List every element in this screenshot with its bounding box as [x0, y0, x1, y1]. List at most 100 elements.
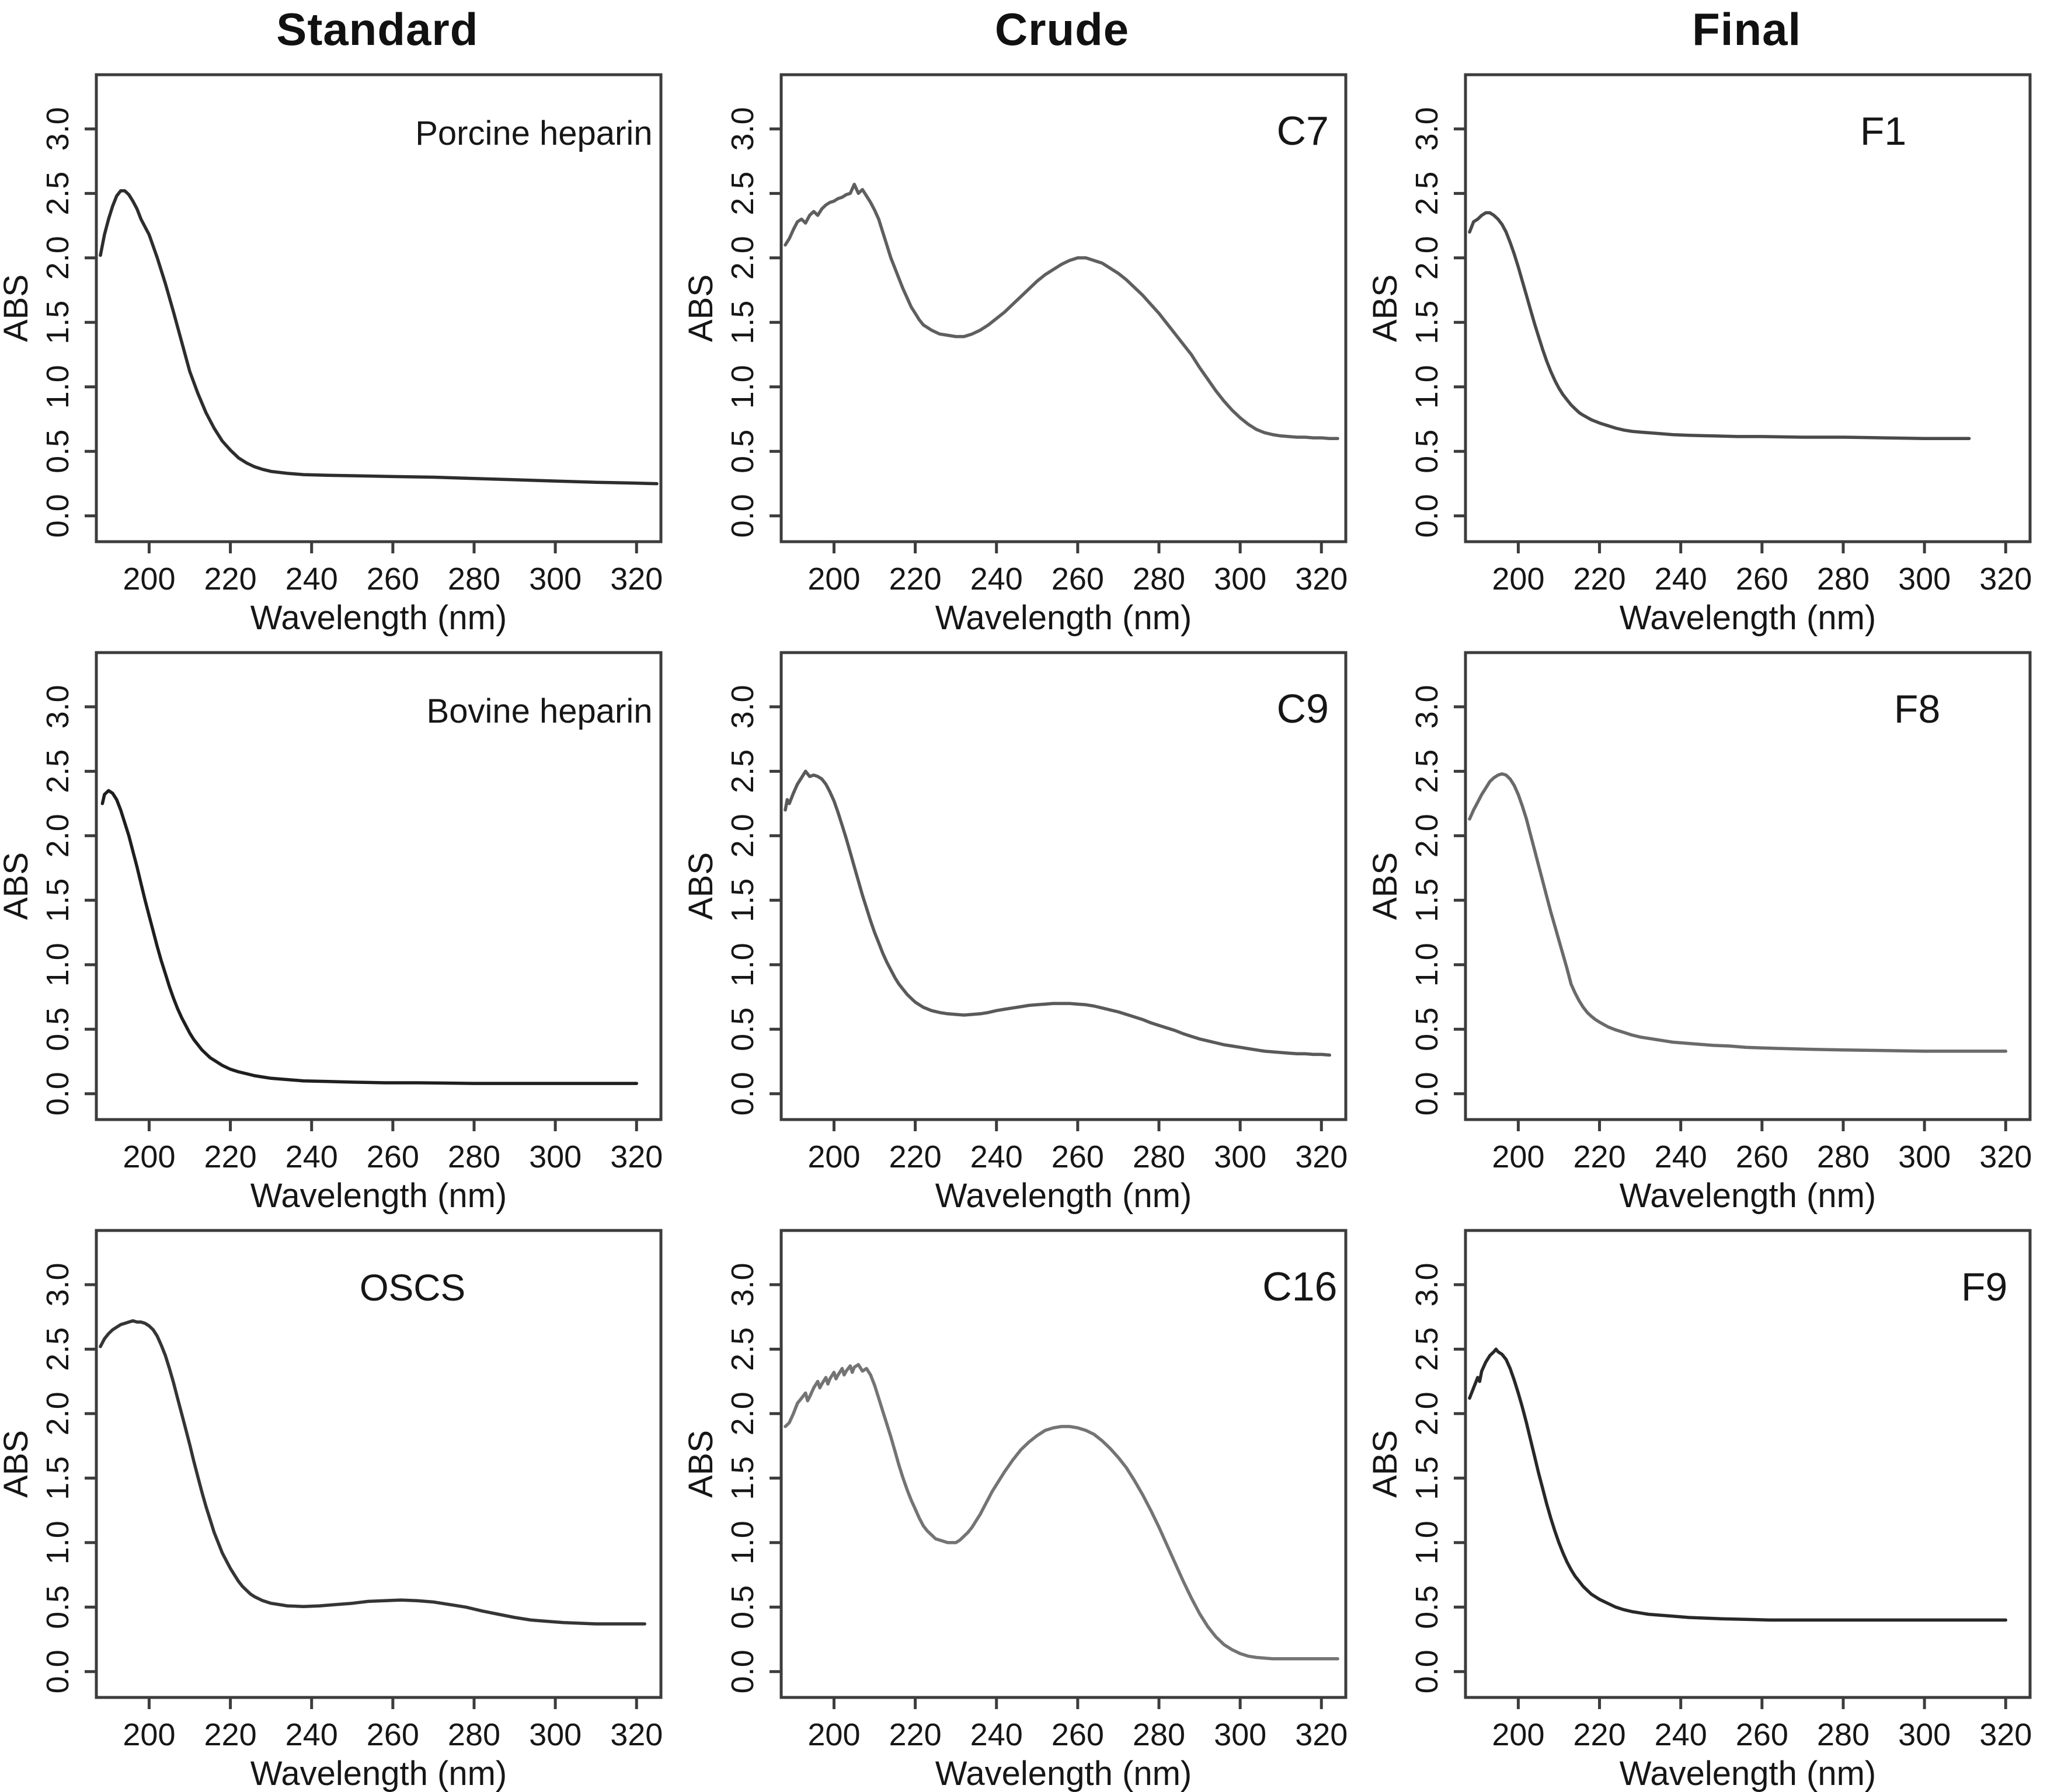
plot-svg: 200 220 240 260 280 300 320 0.0 0.5 1.0 1.5 2.0 2.5 3… [0, 1229, 663, 1792]
x-axis-label: Wavelength (nm) [250, 599, 507, 636]
y-tick-label: 2.0 [725, 236, 760, 280]
plot-border [779, 651, 1348, 1121]
y-tick-label: 1.5 [40, 1456, 75, 1500]
y-tick-label: 3.0 [725, 107, 760, 151]
plot-svg: 200 220 240 260 280 300 320 0.0 0.5 1.0 1.5 2.0 2.5 3… [685, 1229, 1348, 1792]
y-tick-label: 0.5 [40, 1007, 75, 1051]
x-axis-label: Wavelength (nm) [935, 1755, 1191, 1792]
plot-border [95, 1229, 663, 1699]
x-tick-label: 320 [610, 562, 663, 597]
y-tick-label: 0.5 [40, 1585, 75, 1629]
y-tick-label: 0.5 [1409, 1585, 1444, 1629]
y-tick-label: 1.0 [1409, 1521, 1444, 1564]
x-axis-label: Wavelength (nm) [1620, 1755, 1876, 1792]
panel-label: F8 [1894, 687, 1940, 731]
x-tick-label: 260 [1736, 562, 1788, 597]
y-tick-label: 0.0 [40, 1072, 75, 1115]
y-tick-label: 0.0 [40, 494, 75, 538]
y-tick-label: 2.5 [725, 749, 760, 793]
y-tick-label: 3.0 [40, 685, 75, 728]
spectrum-curve [1468, 772, 2008, 1053]
x-tick-label: 200 [123, 1139, 175, 1174]
y-tick-label: 2.5 [1409, 749, 1444, 793]
y-axis-label: ABS [685, 852, 720, 920]
y-tick-label: 1.5 [1409, 301, 1444, 344]
chart-f9: 200 220 240 260 280 300 320 0.0 0.5 1.0 1.5 2.0 2.5 3… [1369, 1214, 2053, 1792]
y-tick-label: 1.0 [725, 365, 760, 409]
y-tick-label: 3.0 [40, 107, 75, 151]
x-axis-label: Wavelength (nm) [250, 1755, 507, 1792]
y-axis-label: ABS [685, 1430, 720, 1498]
spectrum-curve [99, 1319, 646, 1626]
y-tick-label: 0.0 [725, 494, 760, 538]
x-tick-label: 260 [1051, 562, 1103, 597]
y-tick-label: 1.5 [1409, 1456, 1444, 1500]
x-tick-label: 320 [610, 1717, 663, 1752]
chart-f8: 200 220 240 260 280 300 320 0.0 0.5 1.0 1.5 2.0 2.5 3… [1369, 636, 2053, 1214]
x-tick-label: 200 [123, 562, 175, 597]
y-tick-label: 1.5 [40, 878, 75, 922]
y-tick-label: 2.5 [40, 172, 75, 215]
y-axis-label: ABS [0, 274, 35, 342]
y-axis-label: ABS [0, 1430, 35, 1498]
y-tick-label: 0.0 [725, 1650, 760, 1693]
y-tick-label: 2.0 [40, 814, 75, 857]
x-tick-label: 300 [529, 1717, 582, 1752]
x-tick-label: 320 [1980, 1139, 2032, 1174]
chart-c16: 200 220 240 260 280 300 320 0.0 0.5 1.0 1.5 2.0 2.5 3… [685, 1214, 1369, 1792]
y-tick-label: 0.5 [725, 430, 760, 473]
x-tick-label: 300 [1214, 562, 1266, 597]
x-tick-label: 260 [1051, 1139, 1103, 1174]
x-tick-label: 200 [123, 1717, 175, 1752]
plot-svg: 200 220 240 260 280 300 320 0.0 0.5 1.0 1.5 2.0 2.5 3… [1369, 651, 2032, 1214]
y-tick-label: 0.5 [725, 1007, 760, 1051]
x-axis-label: Wavelength (nm) [935, 1177, 1191, 1214]
y-axis-label: ABS [1369, 1430, 1404, 1498]
y-tick-label: 2.0 [725, 1392, 760, 1435]
y-tick-label: 2.5 [725, 172, 760, 215]
plot-border [1464, 73, 2032, 543]
y-tick-label: 0.5 [1409, 1007, 1444, 1051]
x-tick-label: 240 [1655, 1717, 1707, 1752]
x-tick-label: 300 [529, 562, 582, 597]
x-tick-label: 240 [970, 562, 1022, 597]
x-tick-label: 280 [1133, 1139, 1185, 1174]
x-tick-label: 240 [286, 1717, 338, 1752]
y-tick-label: 3.0 [725, 685, 760, 728]
x-tick-label: 200 [807, 1139, 860, 1174]
x-tick-label: 320 [610, 1139, 663, 1174]
y-tick-label: 2.0 [1409, 236, 1444, 280]
y-tick-label: 2.5 [1409, 172, 1444, 215]
x-tick-label: 240 [286, 562, 338, 597]
panel-label: OSCS [360, 1267, 465, 1309]
y-tick-label: 2.5 [1409, 1327, 1444, 1371]
y-tick-label: 2.5 [40, 749, 75, 793]
y-tick-label: 2.0 [1409, 814, 1444, 857]
x-tick-label: 240 [970, 1139, 1022, 1174]
plot-svg: 200 220 240 260 280 300 320 0.0 0.5 1.0 1.5 2.0 2.5 3… [1369, 1229, 2032, 1792]
x-tick-label: 220 [889, 562, 941, 597]
x-tick-label: 200 [807, 1717, 860, 1752]
column-headers: Standard Crude Final [0, 0, 2054, 58]
x-tick-label: 300 [1214, 1717, 1266, 1752]
x-tick-label: 200 [1492, 1139, 1545, 1174]
x-tick-label: 200 [1492, 1717, 1545, 1752]
x-tick-label: 280 [1817, 1139, 1870, 1174]
y-tick-label: 1.0 [725, 1521, 760, 1564]
spectrum-curve [783, 769, 1331, 1057]
chart-f1: 200 220 240 260 280 300 320 0.0 0.5 1.0 1.5 2.0 2.5 3… [1369, 58, 2053, 636]
column-title-crude: Crude [994, 4, 1130, 55]
x-tick-label: 200 [807, 562, 860, 597]
plot-border [95, 651, 663, 1121]
y-tick-label: 0.0 [1409, 1072, 1444, 1115]
column-title-final: Final [1692, 4, 1802, 55]
x-tick-label: 220 [889, 1139, 941, 1174]
panel-label: F9 [1961, 1265, 2007, 1309]
x-tick-label: 260 [1736, 1139, 1788, 1174]
x-tick-label: 320 [1295, 1139, 1348, 1174]
x-tick-label: 240 [1655, 562, 1707, 597]
spectrum-curve [100, 789, 639, 1085]
y-tick-label: 0.0 [725, 1072, 760, 1115]
chart-porcine-heparin: 200 220 240 260 280 300 320 0.0 0.5 1.0 1.5 2.0 2.5 3… [0, 58, 684, 636]
y-tick-label: 1.0 [40, 1521, 75, 1564]
